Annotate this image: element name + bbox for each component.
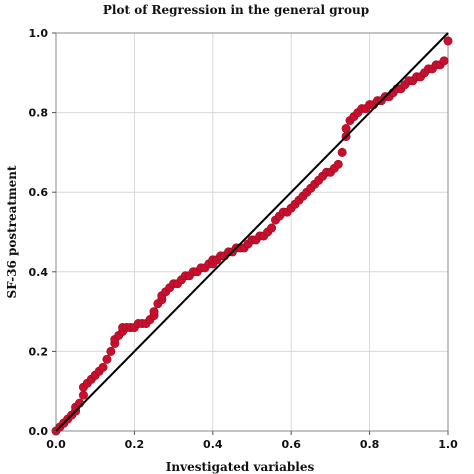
- y-tick-label: 1.0: [29, 27, 49, 40]
- x-tick-label: 0.0: [46, 438, 66, 451]
- x-tick-label: 0.8: [360, 438, 380, 451]
- data-point: [98, 362, 108, 372]
- data-point: [102, 354, 112, 364]
- y-axis-label: SF-36 postreatment: [5, 165, 19, 299]
- reference-line: [55, 32, 449, 432]
- data-point: [443, 36, 453, 46]
- data-point: [337, 147, 347, 157]
- axis-ticks: 0.0 0.2 0.4 0.6 0.8 1.0 0.0 0.2 0.4 0.6 0.8 1.0: [29, 27, 459, 451]
- data-point: [341, 124, 351, 134]
- data-point: [149, 307, 159, 317]
- x-tick-label: 1.0: [438, 438, 458, 451]
- y-tick-label: 0.8: [29, 107, 49, 120]
- y-tick-label: 0.6: [29, 186, 49, 199]
- data-point: [333, 159, 343, 169]
- y-tick-label: 0.2: [29, 345, 49, 358]
- y-tick-label: 0.0: [29, 425, 49, 438]
- data-point: [106, 346, 116, 356]
- data-point: [267, 223, 277, 233]
- x-tick-label: 0.6: [281, 438, 301, 451]
- y-tick-label: 0.4: [29, 266, 49, 279]
- x-tick-label: 0.2: [125, 438, 145, 451]
- chart-title: Plot of Regression in the general group: [103, 3, 369, 17]
- x-axis-label: Investigated variables: [166, 460, 315, 474]
- data-point: [439, 56, 449, 66]
- data-points: [51, 36, 453, 436]
- data-point: [78, 390, 88, 400]
- plot-frame: [55, 32, 449, 432]
- x-tick-label: 0.4: [203, 438, 223, 451]
